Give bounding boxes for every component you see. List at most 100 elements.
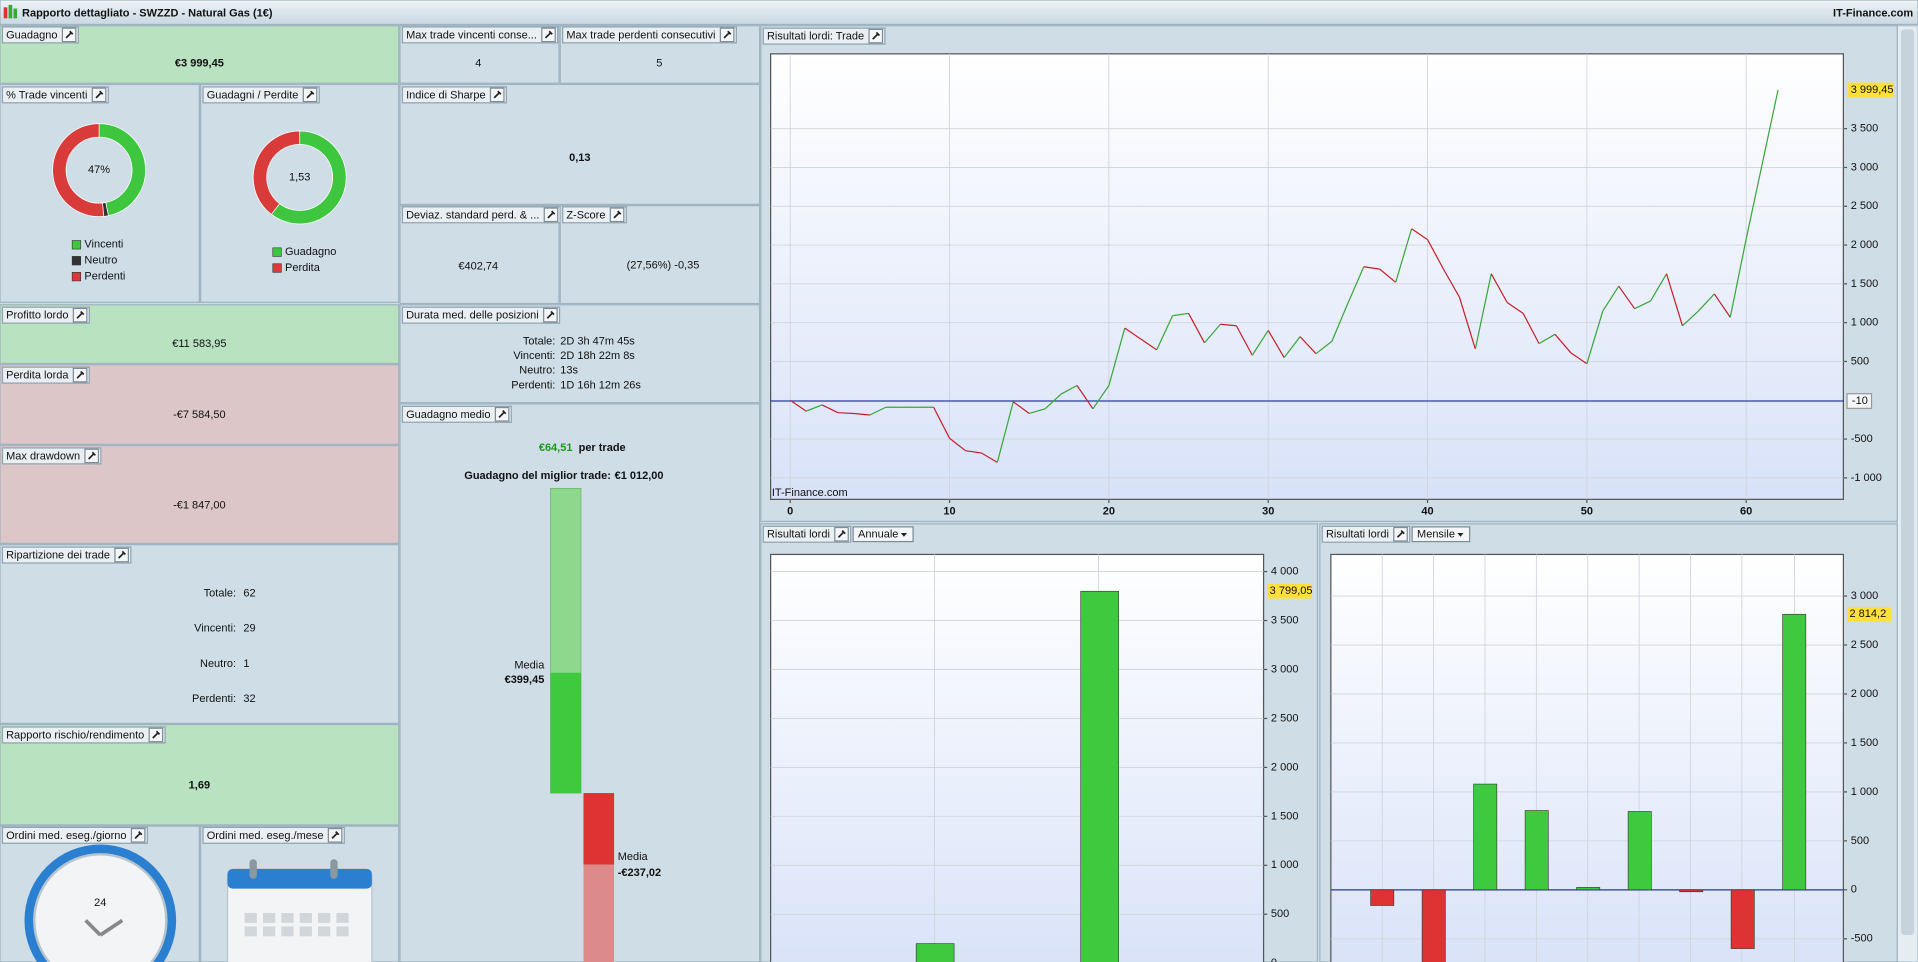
bar bbox=[1370, 889, 1395, 906]
equity-segment bbox=[1267, 330, 1285, 358]
breakdown-label: Vincenti: bbox=[194, 623, 236, 635]
equity-segment bbox=[1220, 323, 1237, 327]
donut-center: 47% bbox=[88, 164, 110, 176]
wrench-icon bbox=[723, 30, 732, 39]
wrench-icon bbox=[493, 90, 502, 99]
equity-segment bbox=[1761, 89, 1779, 165]
clock-face bbox=[33, 853, 168, 962]
panel-title: Z-Score bbox=[566, 209, 605, 221]
panel-tab bbox=[762, 525, 852, 543]
calendar-cell bbox=[299, 913, 312, 923]
legend-label: Neutro bbox=[84, 255, 117, 267]
y-tick-label: 0 bbox=[1271, 957, 1277, 962]
x-tick-label: 60 bbox=[1740, 506, 1752, 518]
legend-label: Guadagno bbox=[285, 246, 336, 258]
panel-title: Ripartizione dei trade bbox=[6, 550, 110, 562]
equity-segment bbox=[805, 404, 823, 412]
bar bbox=[915, 943, 955, 962]
plot-area bbox=[770, 53, 1844, 500]
panel-tab bbox=[401, 26, 559, 44]
dropdown-arrow bbox=[900, 533, 907, 537]
app-icon bbox=[13, 8, 18, 19]
equity-segment bbox=[1570, 352, 1588, 365]
equity-segment bbox=[1442, 268, 1460, 298]
panel-tab bbox=[1, 546, 132, 564]
period-dropdown[interactable] bbox=[852, 526, 914, 543]
legend-swatch bbox=[272, 247, 282, 257]
wrench-icon bbox=[498, 410, 507, 418]
best-trade: Guadagno del miglior trade: €1 012,00 bbox=[464, 470, 663, 482]
panel-title: Max trade vincenti conse... bbox=[406, 29, 537, 41]
wrench-icon bbox=[1396, 529, 1405, 538]
bar bbox=[1679, 889, 1704, 893]
legend-swatch bbox=[71, 272, 82, 282]
equity-segment bbox=[1745, 164, 1763, 239]
legend-swatch bbox=[71, 240, 82, 250]
watermark: IT-Finance.com bbox=[772, 487, 848, 499]
calendar-cell bbox=[336, 926, 349, 937]
equity-segment bbox=[1315, 340, 1333, 355]
panel-title: Ordini med. eseg./mese bbox=[207, 830, 324, 842]
wrench-icon bbox=[65, 30, 74, 39]
equity-segment bbox=[1076, 385, 1094, 410]
equity-segment bbox=[1634, 300, 1651, 310]
wrench-icon bbox=[546, 310, 555, 319]
equity-segment bbox=[1092, 385, 1110, 410]
average-gain-unit: per trade bbox=[579, 442, 626, 454]
bar bbox=[1627, 811, 1652, 891]
wrench-icon bbox=[547, 210, 556, 219]
x-tick-label: 20 bbox=[1103, 506, 1115, 518]
bar bbox=[1421, 889, 1446, 962]
breakdown-value: 29 bbox=[243, 623, 255, 635]
panel-tab bbox=[1, 726, 166, 744]
equity-segment bbox=[1602, 285, 1620, 312]
equity-segment bbox=[1697, 293, 1715, 312]
period-dropdown-label: Mensile bbox=[1417, 529, 1455, 541]
average-gain: €64,51 per trade bbox=[539, 442, 626, 454]
clock-hands bbox=[84, 918, 124, 937]
equity-segment bbox=[1411, 228, 1428, 241]
average-value: -€237,02 bbox=[618, 867, 661, 879]
x-tick-label: 50 bbox=[1581, 506, 1593, 518]
panel-title: Guadagni / Perdite bbox=[207, 89, 299, 101]
equity-segment bbox=[1299, 336, 1317, 355]
metric-value: 1,69 bbox=[189, 780, 210, 792]
equity-segment bbox=[1251, 330, 1269, 356]
panel-tab bbox=[1, 306, 90, 324]
x-tick-label: 10 bbox=[943, 506, 955, 518]
equity-segment bbox=[1235, 325, 1253, 356]
calendar-cell bbox=[244, 926, 257, 937]
equity-segment bbox=[1108, 327, 1126, 386]
y-tick-label: 1 000 bbox=[1851, 786, 1879, 798]
y-tick-label: 2 000 bbox=[1271, 761, 1299, 773]
window-title: Rapporto dettagliato - SWZZD - Natural G… bbox=[22, 7, 273, 19]
legend-swatch bbox=[272, 263, 282, 273]
equity-segment bbox=[853, 412, 870, 416]
equity-segment bbox=[1044, 393, 1062, 410]
wrench-icon bbox=[76, 310, 85, 319]
equity-segment bbox=[1618, 285, 1636, 310]
calendar-cell bbox=[281, 913, 294, 923]
panel-title: Risultati lordi bbox=[767, 529, 830, 541]
calendar-cell bbox=[318, 926, 331, 937]
panel-title: Indice di Sharpe bbox=[406, 89, 485, 101]
period-dropdown[interactable] bbox=[1411, 526, 1471, 543]
breakdown-label: Perdenti: bbox=[192, 693, 236, 705]
y-tick-label: -500 bbox=[1851, 433, 1873, 445]
scrollbar-thumb[interactable] bbox=[1900, 29, 1915, 936]
panel-title: Durata med. delle posizioni bbox=[406, 310, 539, 322]
last-value-label: 3 999,45 bbox=[1851, 84, 1894, 96]
equity-segment bbox=[1363, 266, 1380, 270]
legend-label: Perdenti bbox=[84, 271, 125, 283]
equity-segment bbox=[1522, 313, 1540, 344]
y-tick-label: 3 500 bbox=[1851, 123, 1879, 135]
x-tick-label: 0 bbox=[787, 506, 793, 518]
y-tick-label: 4 000 bbox=[1271, 565, 1299, 577]
panel-title: Rapporto rischio/rendimento bbox=[6, 729, 144, 741]
average-caption: Media bbox=[514, 659, 545, 671]
average-gain-value: €64,51 bbox=[539, 442, 573, 454]
equity-segment bbox=[1554, 333, 1572, 354]
best-trade-caption: Guadagno del miglior trade: bbox=[464, 470, 611, 482]
y-tick-label: 3 000 bbox=[1851, 161, 1879, 173]
duration-value: 1D 16h 12m 26s bbox=[560, 379, 641, 391]
